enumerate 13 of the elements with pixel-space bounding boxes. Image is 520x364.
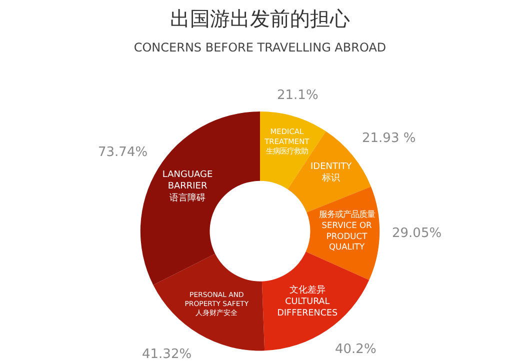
data-label: 29.05% [392, 226, 442, 241]
chart-title: 出国游出发前的担心 [170, 6, 350, 30]
data-label: 41.32% [142, 347, 192, 362]
slice-label: IDENTITY 标识 [310, 162, 352, 184]
data-label: 40.2% [335, 342, 376, 357]
slice-label: LANGUAGE BARRIER 语言障碍 [162, 170, 214, 204]
chart-subtitle: CONCERNS BEFORE TRAVELLING ABROAD [134, 40, 386, 54]
data-label: 21.1% [277, 88, 318, 103]
slice-label: MEDICAL TREATMENT 生病医疗救助 [264, 127, 310, 156]
data-label: 73.74% [98, 145, 148, 160]
data-label: 21.93 % [362, 131, 416, 146]
slice-label: 服务或产品质量 SERVICE OR PRODUCT QUALITY [318, 209, 375, 252]
slice-label: 文化差异 CULTURAL DIFFERENCES [277, 284, 338, 318]
